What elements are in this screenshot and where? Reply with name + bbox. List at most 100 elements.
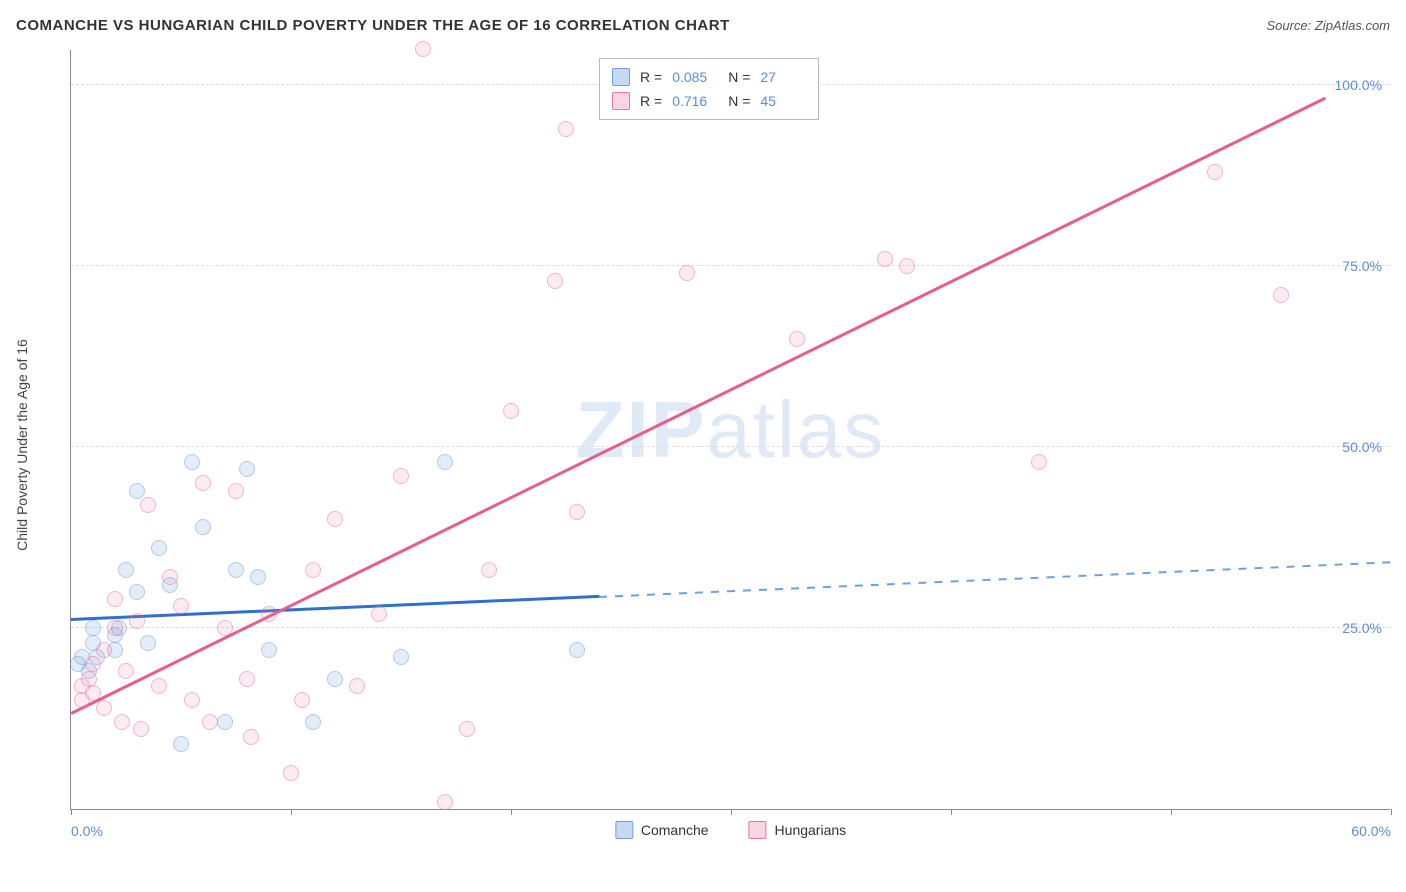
data-point: [140, 635, 156, 651]
legend-n-label: N =: [728, 93, 750, 109]
data-point: [118, 663, 134, 679]
data-point: [239, 461, 255, 477]
x-tick: [291, 809, 292, 815]
data-point: [305, 562, 321, 578]
data-point: [140, 497, 156, 513]
legend-bottom: Comanche Hungarians: [615, 821, 846, 839]
data-point: [151, 678, 167, 694]
data-point: [789, 331, 805, 347]
y-tick-label: 25.0%: [1342, 620, 1382, 636]
data-point: [261, 606, 277, 622]
data-point: [569, 642, 585, 658]
legend-item: Comanche: [615, 821, 709, 839]
plot-area: ZIPatlas ComancheHungarians 25.0%50.0%75…: [70, 50, 1390, 810]
data-point: [129, 584, 145, 600]
data-point: [349, 678, 365, 694]
legend-n-value: 27: [760, 69, 806, 85]
data-point: [96, 700, 112, 716]
legend-r-label: R =: [640, 69, 662, 85]
data-point: [481, 562, 497, 578]
legend-label: Hungarians: [775, 822, 847, 838]
data-point: [459, 721, 475, 737]
data-point: [283, 765, 299, 781]
legend-swatch: [615, 821, 633, 839]
data-point: [569, 504, 585, 520]
data-point: [184, 692, 200, 708]
data-point: [327, 671, 343, 687]
legend-stat-row: R =0.716N =45: [612, 89, 806, 113]
data-point: [547, 273, 563, 289]
data-point: [133, 721, 149, 737]
legend-r-label: R =: [640, 93, 662, 109]
legend-label: Comanche: [641, 822, 709, 838]
data-point: [327, 511, 343, 527]
y-axis-label: Child Poverty Under the Age of 16: [14, 339, 30, 551]
data-point: [1273, 287, 1289, 303]
x-tick: [1391, 809, 1392, 815]
data-point: [679, 265, 695, 281]
data-point: [558, 121, 574, 137]
data-point: [243, 729, 259, 745]
source-label: Source: ZipAtlas.com: [1266, 18, 1390, 33]
legend-swatch: [612, 68, 630, 86]
y-tick-label: 50.0%: [1342, 439, 1382, 455]
data-point: [437, 794, 453, 810]
data-point: [294, 692, 310, 708]
trend-line-comanche: [599, 561, 1391, 597]
data-point: [228, 562, 244, 578]
data-point: [877, 251, 893, 267]
data-point: [114, 714, 130, 730]
trend-line-hungarians: [70, 97, 1325, 714]
x-tick-label: 60.0%: [1351, 823, 1391, 839]
legend-n-label: N =: [728, 69, 750, 85]
data-point: [129, 483, 145, 499]
data-point: [1031, 454, 1047, 470]
legend-swatch: [612, 92, 630, 110]
data-point: [228, 483, 244, 499]
gridline-h: [71, 265, 1390, 266]
data-point: [305, 714, 321, 730]
data-point: [393, 468, 409, 484]
data-point: [151, 540, 167, 556]
legend-stats-box: R =0.085N =27R =0.716N =45: [599, 58, 819, 120]
x-tick: [1171, 809, 1172, 815]
x-tick: [951, 809, 952, 815]
data-point: [261, 642, 277, 658]
data-point: [173, 736, 189, 752]
data-point: [437, 454, 453, 470]
data-point: [107, 620, 123, 636]
data-point: [96, 642, 112, 658]
data-point: [85, 685, 101, 701]
data-point: [85, 620, 101, 636]
trend-line-comanche: [71, 595, 599, 621]
x-tick: [71, 809, 72, 815]
data-point: [250, 569, 266, 585]
legend-item: Hungarians: [749, 821, 847, 839]
gridline-h: [71, 446, 1390, 447]
data-point: [202, 714, 218, 730]
data-point: [184, 454, 200, 470]
chart-container: Child Poverty Under the Age of 16 ZIPatl…: [50, 50, 1390, 840]
data-point: [503, 403, 519, 419]
y-tick-label: 100.0%: [1335, 77, 1382, 93]
data-point: [371, 606, 387, 622]
x-tick: [731, 809, 732, 815]
data-point: [195, 519, 211, 535]
data-point: [118, 562, 134, 578]
data-point: [173, 598, 189, 614]
y-tick-label: 75.0%: [1342, 258, 1382, 274]
data-point: [162, 569, 178, 585]
data-point: [1207, 164, 1223, 180]
data-point: [415, 41, 431, 57]
data-point: [393, 649, 409, 665]
data-point: [217, 620, 233, 636]
data-point: [899, 258, 915, 274]
data-point: [129, 613, 145, 629]
data-point: [107, 591, 123, 607]
legend-stat-row: R =0.085N =27: [612, 65, 806, 89]
legend-r-value: 0.716: [672, 93, 718, 109]
gridline-h: [71, 627, 1390, 628]
chart-title: COMANCHE VS HUNGARIAN CHILD POVERTY UNDE…: [16, 17, 730, 34]
x-tick: [511, 809, 512, 815]
data-point: [85, 656, 101, 672]
